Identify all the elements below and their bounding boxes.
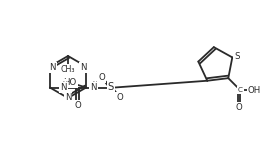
- Text: OH: OH: [248, 86, 261, 95]
- Text: O: O: [116, 93, 123, 102]
- Text: CH₃: CH₃: [61, 66, 75, 74]
- Text: N: N: [50, 63, 56, 72]
- Text: C: C: [238, 87, 243, 93]
- Text: S: S: [235, 52, 240, 61]
- Text: O: O: [99, 73, 105, 82]
- Text: H: H: [62, 81, 67, 86]
- Text: HO: HO: [64, 78, 77, 87]
- Text: O: O: [74, 101, 81, 110]
- Text: N: N: [60, 83, 67, 92]
- Text: N: N: [90, 83, 97, 92]
- Text: N: N: [80, 63, 87, 72]
- Text: O: O: [236, 103, 243, 112]
- Text: H: H: [92, 81, 97, 86]
- Text: N: N: [65, 93, 71, 102]
- Text: S: S: [108, 83, 114, 93]
